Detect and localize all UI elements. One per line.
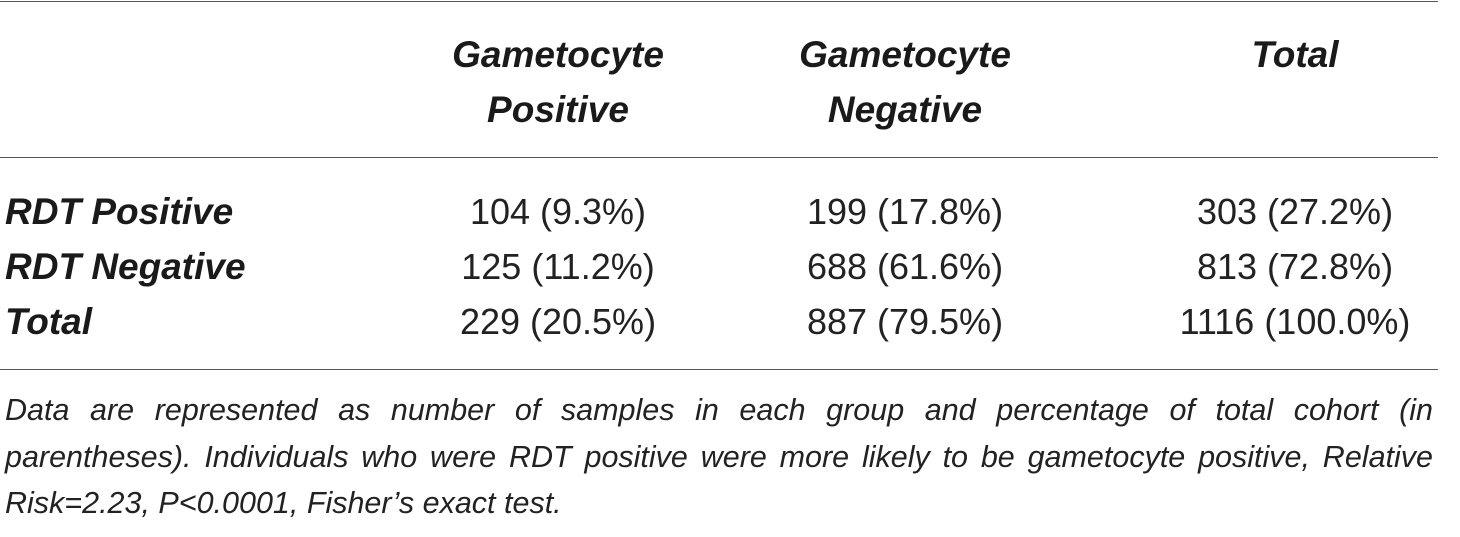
column-header-line: Positive	[487, 89, 629, 130]
table-cell: 303 (27.2%)	[1196, 191, 1394, 232]
row-label: Total	[5, 301, 93, 342]
column-header-line: Negative	[827, 89, 983, 130]
table-cell: 229 (20.5%)	[459, 301, 657, 342]
table-cell: 1116 (100.0%)	[1179, 301, 1411, 342]
table-cell: 104 (9.3%)	[469, 191, 647, 232]
table-top-rule	[0, 1, 1438, 2]
table-cell: 813 (72.8%)	[1196, 246, 1394, 287]
table-footnote: Data are represented as number of sample…	[5, 393, 1433, 520]
table-cell: 125 (11.2%)	[461, 246, 655, 287]
row-label: RDT Positive	[5, 191, 234, 232]
column-header-total: Total	[1145, 27, 1445, 82]
column-header-gametocyte-negative: Gametocyte Negative	[755, 27, 1055, 137]
table-cell: 199 (17.8%)	[806, 191, 1004, 232]
column-header-line: Gametocyte	[452, 34, 664, 75]
row-label: RDT Negative	[5, 246, 246, 287]
column-header-gametocyte-positive: Gametocyte Positive	[408, 27, 708, 137]
column-header-line: Gametocyte	[799, 34, 1011, 75]
table-header-rule	[0, 157, 1438, 158]
table-row: RDT Negative 125 (11.2%) 688 (61.6%) 813…	[0, 239, 1460, 294]
table-row: Total 229 (20.5%) 887 (79.5%) 1116 (100.…	[0, 294, 1460, 349]
column-header-line: Total	[1251, 34, 1339, 75]
table-cell: 688 (61.6%)	[806, 246, 1004, 287]
table-row: RDT Positive 104 (9.3%) 199 (17.8%) 303 …	[0, 184, 1460, 239]
table-cell: 887 (79.5%)	[806, 301, 1004, 342]
table-bottom-rule	[0, 369, 1438, 370]
